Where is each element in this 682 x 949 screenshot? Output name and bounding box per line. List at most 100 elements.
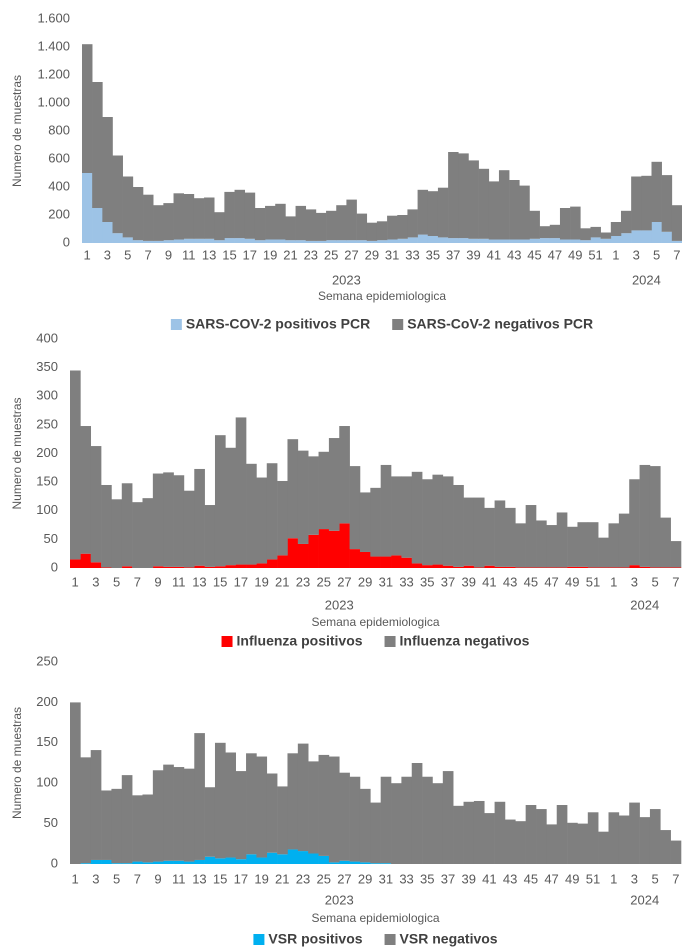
x-tick-label: 43 bbox=[503, 574, 517, 589]
bar-segment bbox=[422, 776, 433, 864]
bar-segment bbox=[173, 767, 185, 861]
bar-segment bbox=[590, 237, 601, 243]
x-tick-label: 43 bbox=[507, 247, 521, 262]
x-axis-title: Semana epidemiologica bbox=[318, 289, 446, 303]
bar-segment bbox=[546, 525, 558, 568]
legend-label: VSR negativos bbox=[400, 931, 498, 947]
bar-segment bbox=[453, 484, 464, 567]
bar-segment bbox=[234, 238, 246, 243]
bar-segment bbox=[356, 240, 368, 243]
legend-label: Influenza positivos bbox=[237, 633, 363, 649]
legend-swatch bbox=[392, 319, 404, 330]
bar-segment bbox=[509, 180, 520, 240]
bar-segment bbox=[380, 556, 392, 568]
bar-segment bbox=[458, 153, 469, 239]
bar-segment bbox=[525, 567, 537, 568]
bar-segment bbox=[504, 566, 516, 568]
x-tick-label: 21 bbox=[283, 247, 297, 262]
bar-segment bbox=[235, 859, 247, 864]
x-tick-label: 47 bbox=[544, 871, 558, 886]
bar-segment bbox=[629, 565, 640, 568]
bar-segment bbox=[618, 513, 630, 568]
bar-segment bbox=[256, 756, 268, 858]
bar-segment bbox=[515, 523, 526, 568]
bar-segment bbox=[488, 239, 500, 243]
x-tick-label: 7 bbox=[672, 871, 679, 886]
bar-segment bbox=[671, 205, 682, 241]
bar-segment bbox=[442, 565, 454, 568]
bar-segment bbox=[308, 853, 319, 864]
bar-segment bbox=[536, 567, 547, 568]
bar-segment bbox=[295, 240, 307, 243]
x-tick-label: 9 bbox=[154, 574, 161, 589]
y-tick-label: 400 bbox=[36, 330, 58, 345]
bar-segment bbox=[458, 238, 469, 243]
bar-segment bbox=[92, 82, 103, 208]
bar-segment bbox=[639, 817, 651, 864]
bar-segment bbox=[608, 567, 620, 568]
x-tick-label: 1 bbox=[72, 574, 79, 589]
x-group-label: 2024 bbox=[630, 597, 659, 612]
bar-segment bbox=[80, 863, 92, 864]
bar-segment bbox=[349, 466, 361, 550]
y-axis-title: Numero de muestras bbox=[10, 75, 24, 187]
bar-segment bbox=[515, 821, 526, 864]
bar-segment bbox=[448, 238, 459, 243]
bar-segment bbox=[546, 824, 558, 864]
bar-segment bbox=[256, 563, 268, 568]
x-tick-label: 45 bbox=[527, 247, 541, 262]
bar-segment bbox=[326, 240, 337, 243]
bar-segment bbox=[318, 529, 330, 568]
bar-segment bbox=[587, 812, 599, 864]
bar-segment bbox=[204, 566, 216, 568]
bar-segment bbox=[142, 794, 154, 863]
bar-segment bbox=[417, 234, 429, 243]
x-tick-label: 17 bbox=[243, 247, 257, 262]
bar-segment bbox=[275, 203, 286, 240]
bar-segment bbox=[173, 193, 184, 240]
bar-segment bbox=[610, 222, 622, 236]
x-tick-label: 23 bbox=[296, 871, 310, 886]
bar-segment bbox=[132, 240, 144, 243]
bar-segment bbox=[183, 768, 195, 862]
bar-segment bbox=[387, 215, 398, 240]
y-tick-label: 350 bbox=[36, 359, 58, 374]
bar-segment bbox=[641, 230, 652, 243]
y-tick-label: 0 bbox=[51, 855, 58, 870]
x-tick-label: 1 bbox=[612, 247, 619, 262]
bar-segment bbox=[132, 502, 143, 568]
x-tick-label: 7 bbox=[144, 247, 151, 262]
bar-segment bbox=[121, 566, 133, 568]
bar-segment bbox=[536, 809, 547, 864]
bar-segment bbox=[101, 567, 112, 568]
bar-segment bbox=[639, 566, 651, 568]
bar-segment bbox=[90, 446, 102, 563]
x-tick-label: 25 bbox=[316, 574, 330, 589]
bar-segment bbox=[494, 566, 506, 568]
x-tick-label: 17 bbox=[234, 871, 248, 886]
bar-segment bbox=[339, 523, 350, 568]
x-tick-label: 29 bbox=[358, 574, 372, 589]
bar-segment bbox=[143, 194, 154, 241]
x-tick-label: 33 bbox=[399, 574, 413, 589]
bar-segment bbox=[163, 203, 174, 241]
bar-segment bbox=[152, 861, 164, 864]
x-tick-label: 31 bbox=[379, 574, 393, 589]
bar-segment bbox=[401, 476, 413, 558]
bar-segment bbox=[193, 238, 205, 243]
bar-segment bbox=[629, 802, 640, 864]
bar-segment bbox=[111, 788, 123, 864]
bar-segment bbox=[246, 753, 257, 855]
bar-segment bbox=[453, 566, 464, 568]
x-tick-label: 39 bbox=[461, 574, 475, 589]
bar-segment bbox=[204, 787, 216, 857]
y-tick-label: 100 bbox=[36, 502, 58, 517]
x-group-label: 2024 bbox=[630, 892, 659, 907]
bar-segment bbox=[80, 426, 92, 554]
x-tick-label: 3 bbox=[633, 247, 640, 262]
bar-segment bbox=[90, 562, 102, 568]
bar-segment bbox=[235, 417, 247, 565]
bar-segment bbox=[256, 477, 268, 564]
bar-segment bbox=[275, 239, 286, 243]
legend-swatch bbox=[384, 934, 396, 945]
